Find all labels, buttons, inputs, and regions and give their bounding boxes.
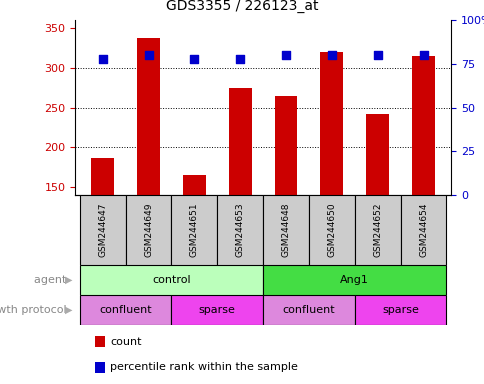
Bar [79,295,171,325]
Text: agent: agent [34,275,70,285]
Point [236,55,243,61]
Point [282,52,289,58]
Text: percentile rank within the sample: percentile rank within the sample [110,362,297,372]
Bar [228,88,251,195]
Bar [262,195,308,265]
Text: GSM244654: GSM244654 [418,203,427,257]
Bar [354,295,446,325]
Text: GSM244649: GSM244649 [144,203,152,257]
Text: GSM244653: GSM244653 [235,203,244,257]
Text: ▶: ▶ [65,275,73,285]
Text: GSM244647: GSM244647 [98,203,107,257]
Bar [262,295,354,325]
Bar [171,195,217,265]
Bar [79,265,262,295]
Text: Ang1: Ang1 [340,275,368,285]
Text: confluent: confluent [99,305,151,315]
Bar [79,195,125,265]
Bar [217,195,262,265]
Bar [400,195,446,265]
Text: GSM244652: GSM244652 [373,203,381,257]
Bar [125,195,171,265]
Bar [91,157,114,195]
Point [190,55,198,61]
Text: control: control [152,275,190,285]
Point [99,55,106,61]
Text: sparse: sparse [198,305,235,315]
Bar [365,114,388,195]
Text: ▶: ▶ [65,305,73,315]
Bar [320,52,343,195]
Text: GDS3355 / 226123_at: GDS3355 / 226123_at [166,0,318,13]
Point [373,52,381,58]
Text: confluent: confluent [282,305,334,315]
Point [327,52,335,58]
Text: sparse: sparse [381,305,418,315]
Bar [182,175,205,195]
Point [144,52,152,58]
Text: GSM244650: GSM244650 [327,203,336,257]
Text: count: count [110,336,141,346]
Bar [171,295,262,325]
Text: GSM244651: GSM244651 [189,203,198,257]
Bar [308,195,354,265]
Text: GSM244648: GSM244648 [281,203,290,257]
Bar [354,195,400,265]
Text: growth protocol: growth protocol [0,305,70,315]
Bar [274,96,297,195]
Bar [262,265,446,295]
Bar [137,38,160,195]
Bar [411,56,434,195]
Point [419,52,426,58]
